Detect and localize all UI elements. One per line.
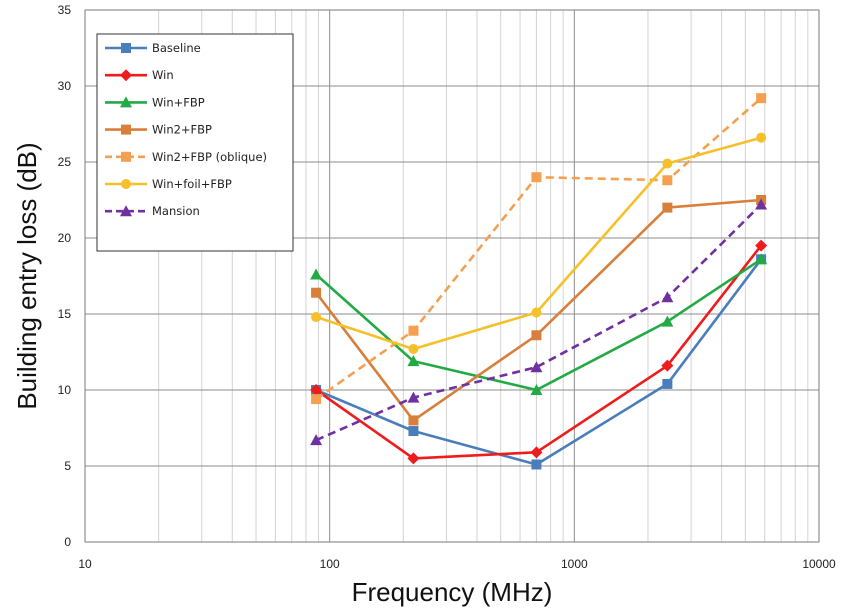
legend-label: Baseline [152, 41, 201, 55]
legend-label: Win+FBP [152, 95, 205, 109]
y-tick-label: 20 [58, 231, 72, 245]
series-6 [311, 132, 767, 354]
series-2 [310, 239, 768, 465]
data-point [662, 175, 673, 186]
legend-marker [120, 96, 132, 108]
y-tick-label: 15 [58, 307, 72, 321]
data-point [531, 172, 542, 183]
data-point [530, 361, 543, 373]
y-tick-label: 30 [58, 79, 72, 93]
data-point [755, 253, 768, 265]
legend-marker [121, 151, 131, 162]
data-point [755, 239, 768, 252]
x-tick-label: 10 [78, 557, 92, 571]
series-3 [310, 253, 768, 395]
legend-entry-3: Win+FBP [105, 95, 205, 109]
y-tick-label: 25 [58, 155, 72, 169]
y-tick-label: 10 [58, 383, 72, 397]
data-point [531, 459, 542, 470]
data-point [407, 355, 420, 367]
data-point [531, 330, 542, 341]
legend-label: Win2+FBP [152, 123, 212, 137]
data-point [408, 415, 419, 426]
legend: Baseline Win Win+FBP Win2+FBP Win2+FBP (obli… [96, 33, 294, 252]
data-point [311, 287, 322, 298]
legend-label: Win+foil+FBP [152, 177, 232, 191]
data-point [311, 394, 322, 405]
tick-labels: 10 100 1000 10000 0 5 10 15 20 25 30 35 [58, 3, 836, 571]
data-point [530, 446, 543, 459]
data-point [531, 307, 542, 318]
data-point [310, 434, 323, 446]
y-tick-label: 5 [64, 459, 71, 473]
data-point [756, 132, 767, 143]
plot-frame [84, 9, 820, 543]
data-point [407, 452, 420, 465]
data-point [662, 378, 673, 389]
series-line [315, 203, 763, 442]
legend-entry-5: Win2+FBP (oblique) [105, 150, 267, 164]
data-point [408, 325, 419, 336]
legend-marker [121, 179, 131, 189]
x-axis-title: Frequency (MHz) [352, 577, 553, 607]
data-point [662, 158, 673, 169]
data-point [756, 93, 767, 104]
data-point [661, 359, 674, 372]
series-7 [310, 198, 768, 446]
series-layer [310, 93, 768, 470]
data-point [408, 426, 419, 437]
legend-entry-4: Win2+FBP [105, 123, 212, 137]
y-tick-label: 35 [58, 3, 72, 17]
data-point [311, 312, 322, 323]
x-tick-label: 100 [320, 557, 340, 571]
series-5 [311, 93, 767, 405]
legend-marker [121, 43, 131, 53]
legend-entry-6: Win+foil+FBP [105, 177, 232, 191]
legend-entry-1: Baseline [105, 41, 201, 55]
legend-entry-7: Mansion [105, 204, 200, 218]
legend-marker [121, 124, 131, 135]
data-point [661, 315, 674, 327]
data-point [310, 268, 323, 280]
legend-box [96, 33, 294, 252]
legend-label: Win [152, 68, 174, 82]
data-point [662, 202, 673, 213]
y-axis-title: Building entry loss (dB) [12, 142, 42, 409]
data-point [755, 198, 768, 210]
legend-entry-2: Win [105, 68, 174, 82]
data-point [310, 384, 323, 396]
legend-label: Win2+FBP (oblique) [152, 150, 267, 164]
data-point [530, 384, 543, 395]
legend-marker [120, 205, 132, 217]
legend-label: Mansion [152, 204, 200, 218]
data-point [408, 343, 419, 354]
x-tick-label: 1000 [561, 557, 588, 571]
y-tick-label: 0 [64, 535, 71, 549]
legend-marker [120, 69, 132, 82]
x-tick-label: 10000 [802, 557, 836, 571]
data-point [407, 391, 420, 403]
data-point [661, 291, 674, 303]
